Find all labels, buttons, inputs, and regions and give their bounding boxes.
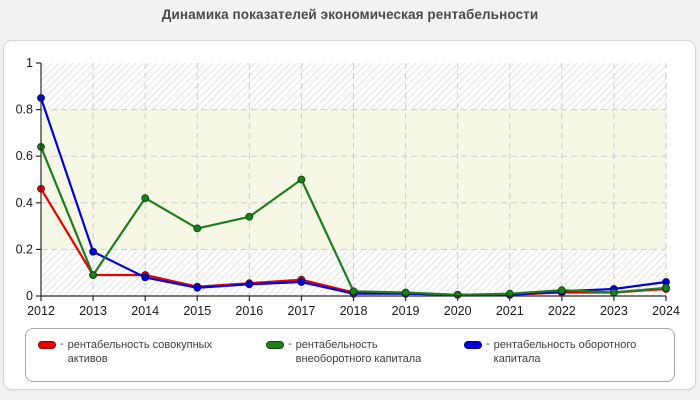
svg-text:2016: 2016 [235,304,263,318]
legend-swatch-green-icon [266,341,284,349]
svg-text:2021: 2021 [496,304,524,318]
chart-title: Динамика показателей экономическая рента… [161,7,539,22]
svg-text:1: 1 [26,56,33,70]
legend-item-total-assets: - рентабельность совокупных активов [38,338,266,367]
legend-label-working-capital: рентабельность оборотного капитала [493,339,637,366]
chart-legend: - рентабельность совокупных активов - ре… [25,328,675,382]
profitability-line-chart: 0 0.2 0.4 0.6 0.8 1 2012 2013 2014 2015 2016 2017 20… [16,56,680,318]
legend-label-noncurrent-capital: рентабельность внеоборотного капитала [295,339,422,366]
legend-swatch-red-icon [38,341,56,349]
svg-text:0.6: 0.6 [16,149,33,163]
svg-text:2018: 2018 [340,304,368,318]
legend-item-noncurrent-capital: - рентабельность внеоборотного капитала [266,338,464,367]
svg-text:2017: 2017 [288,304,316,318]
svg-text:2013: 2013 [79,304,107,318]
svg-text:0.8: 0.8 [16,103,33,117]
svg-text:2014: 2014 [131,304,159,318]
legend-dash: - [60,338,64,350]
svg-text:2019: 2019 [392,304,420,318]
svg-text:2012: 2012 [27,304,55,318]
svg-text:2015: 2015 [183,304,211,318]
svg-text:2023: 2023 [600,304,628,318]
legend-dash: - [288,338,292,350]
svg-text:2022: 2022 [548,304,576,318]
svg-text:2020: 2020 [444,304,472,318]
svg-text:0.4: 0.4 [16,196,33,210]
legend-dash: - [486,338,490,350]
svg-text:0.2: 0.2 [16,242,33,256]
chart-container: 0 0.2 0.4 0.6 0.8 1 2012 2013 2014 2015 2016 2017 20… [3,40,696,390]
legend-label-total-assets: рентабельность совокупных активов [67,339,213,366]
svg-text:0: 0 [26,289,33,303]
svg-text:2024: 2024 [652,304,680,318]
legend-swatch-blue-icon [464,341,482,349]
legend-item-working-capital: - рентабельность оборотного капитала [464,338,662,367]
